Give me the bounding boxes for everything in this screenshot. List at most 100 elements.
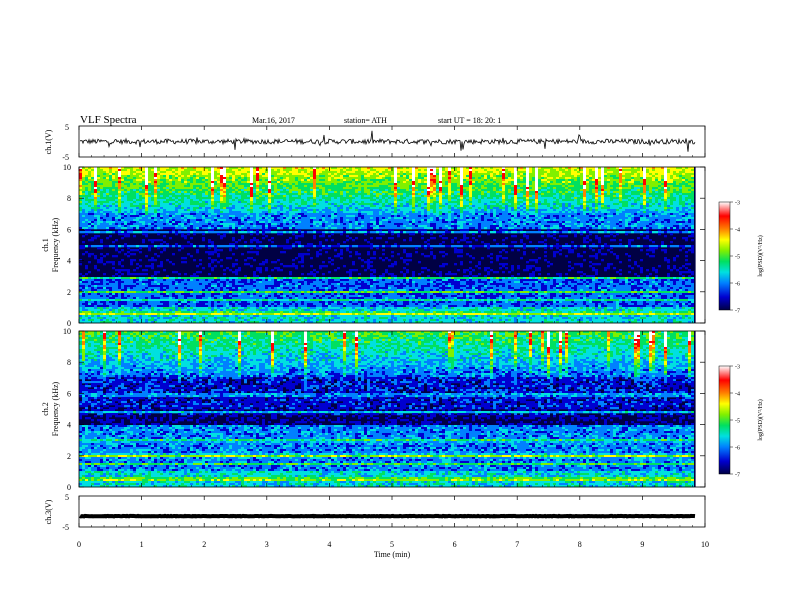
spectrogram-cell: [280, 171, 283, 173]
spectrogram-cell: [337, 201, 340, 203]
spectrogram-cell: [184, 197, 187, 199]
spectrogram-cell: [559, 211, 562, 213]
spectrogram-cell: [406, 169, 409, 171]
spectrogram-cell: [331, 199, 334, 201]
spectrogram-cell: [109, 209, 112, 211]
spectrogram-cell: [244, 179, 247, 181]
spectrogram-cell: [592, 205, 595, 207]
spectrogram-cell: [208, 191, 211, 193]
spectrogram-cell: [421, 181, 424, 183]
spectrogram-cell: [595, 207, 598, 209]
spectrogram-cell: [79, 191, 82, 193]
spectrogram-cell: [475, 209, 478, 211]
spectrogram-cell: [589, 201, 592, 203]
spectrogram-cell: [181, 199, 184, 201]
spectrogram-cell: [475, 191, 478, 193]
spectrogram-cell: [625, 171, 628, 173]
spectrogram-cell: [676, 175, 679, 177]
spectrogram-cell: [487, 201, 490, 203]
spectrogram-cell: [463, 211, 466, 213]
spectrogram-cell: [169, 215, 172, 217]
spectrogram-cell: [517, 201, 520, 203]
spectrogram-cell: [598, 173, 601, 175]
spectrogram-cell: [88, 203, 91, 205]
spectrogram-cell: [346, 183, 349, 185]
spectrogram-cell: [562, 199, 565, 201]
spectrogram-cell: [310, 207, 313, 209]
spectrogram-cell: [562, 183, 565, 185]
spectrogram-cell: [406, 199, 409, 201]
spectrogram-cell: [238, 213, 241, 215]
spectrogram-cell: [274, 209, 277, 211]
spectrogram-cell: [565, 187, 568, 189]
spectrogram-cell: [550, 189, 553, 191]
spectrogram-cell: [193, 215, 196, 217]
spectrogram-cell: [253, 171, 256, 173]
spectrogram-cell: [379, 199, 382, 201]
spectrogram-cell: [415, 177, 418, 179]
spectrogram-cell: [286, 177, 289, 179]
spectrogram-cell: [241, 185, 244, 187]
spectrogram-cell: [661, 183, 664, 185]
spectrogram-cell: [97, 211, 100, 213]
spectrogram-cell: [430, 203, 433, 205]
spectrogram-cell: [400, 211, 403, 213]
spectrogram-cell: [466, 213, 469, 215]
spectrogram-cell: [322, 169, 325, 171]
spectrogram-cell: [229, 215, 232, 217]
spectrogram-cell: [661, 213, 664, 215]
spectrogram-cell: [544, 197, 547, 199]
spectrogram-cell: [160, 195, 163, 197]
spectrogram-cell: [241, 175, 244, 177]
spectrogram-cell: [190, 215, 193, 217]
spectrogram-cell: [127, 211, 130, 213]
spectrogram-cell: [85, 201, 88, 203]
spectrogram-cell: [580, 193, 583, 195]
spectrogram-cell: [352, 175, 355, 177]
spectrogram-cell: [373, 207, 376, 209]
spectrogram-cell: [289, 183, 292, 185]
spectrogram-cell: [244, 213, 247, 215]
spectrogram-cell: [109, 199, 112, 201]
spectrogram-cell: [160, 205, 163, 207]
spectrogram-cell: [151, 181, 154, 183]
spectrogram-cell: [679, 195, 682, 197]
spectrogram-cell: [469, 211, 472, 213]
spectrogram-cell: [523, 181, 526, 183]
spectrogram-cell: [247, 201, 250, 203]
spectrogram-cell: [259, 177, 262, 179]
spectrogram-cell: [148, 197, 151, 199]
spectrogram-cell: [400, 183, 403, 185]
spectrogram-cell: [421, 205, 424, 207]
spectrogram-cell: [580, 169, 583, 171]
spectrogram-cell: [97, 179, 100, 181]
spectrogram-cell: [361, 207, 364, 209]
spectrogram-cell: [691, 207, 694, 209]
spectrogram-cell: [433, 191, 436, 193]
spectrogram-cell: [472, 187, 475, 189]
spectrogram-cell: [466, 173, 469, 175]
spectrogram-cell: [355, 211, 358, 213]
spectrogram-cell: [310, 183, 313, 185]
spectrogram-cell: [106, 187, 109, 189]
spectrogram-cell: [655, 211, 658, 213]
spectrogram-cell: [145, 203, 148, 205]
spectrogram-cell: [691, 185, 694, 187]
spectrogram-cell: [430, 175, 433, 177]
spectrogram-cell: [199, 185, 202, 187]
spectrogram-cell: [106, 169, 109, 171]
spectrogram-cell: [154, 207, 157, 209]
spectrogram-cell: [124, 179, 127, 181]
spectrogram-cell: [133, 207, 136, 209]
spectrogram-cell: [670, 169, 673, 171]
spectrogram-cell: [256, 185, 259, 187]
spectrogram-cell: [598, 171, 601, 173]
spectrogram-cell: [448, 211, 451, 213]
spectrogram-cell: [274, 191, 277, 193]
spectrogram-cell: [214, 199, 217, 201]
spectrogram-cell: [409, 213, 412, 215]
spectrogram-cell: [451, 213, 454, 215]
spectrogram-cell: [238, 185, 241, 187]
spectrogram-cell: [154, 179, 157, 181]
spectrogram-cell: [106, 189, 109, 191]
